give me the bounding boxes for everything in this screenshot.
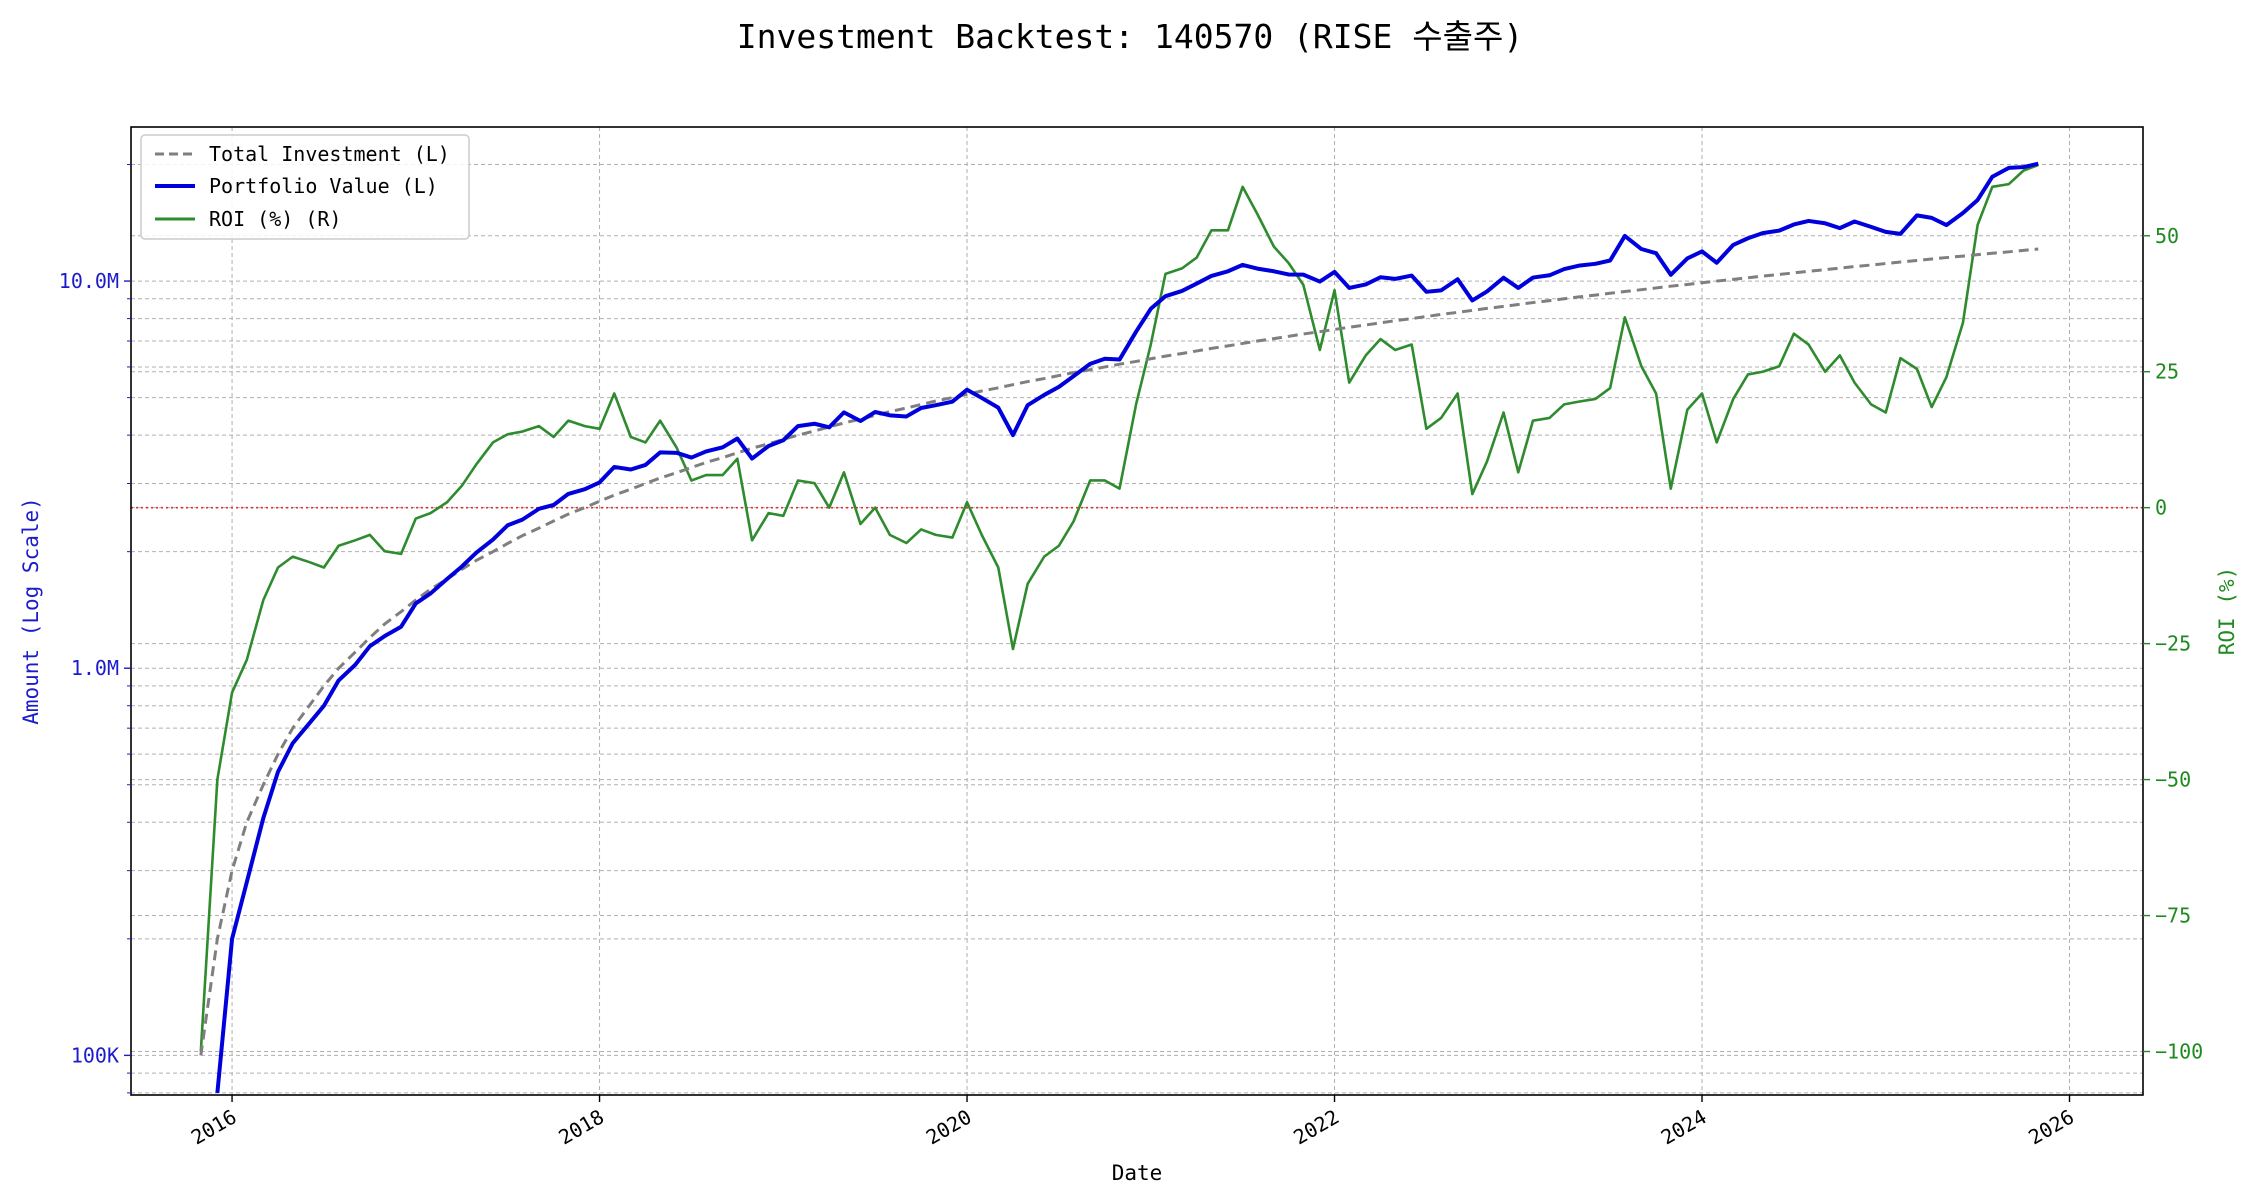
y-right-tick-label: 25 <box>2155 360 2179 384</box>
y-axis-left-label: Amount (Log Scale) <box>19 497 43 725</box>
legend-box <box>140 134 470 240</box>
y-right-tick-label: −50 <box>2155 768 2191 792</box>
plot-area-frame <box>130 126 2144 1096</box>
x-axis-label: Date <box>1112 1161 1163 1185</box>
grid <box>131 127 2143 1095</box>
portfolio-value-line <box>215 161 2039 1094</box>
legend-label-investment: Total Investment (L) <box>209 142 450 166</box>
y-right-tick-label: −100 <box>2155 1039 2203 1063</box>
y-right-tick-label: 0 <box>2155 496 2167 520</box>
y-axis-right-label: ROI (%) <box>2215 567 2239 656</box>
legend: Total Investment (L) Portfolio Value (L)… <box>140 134 470 240</box>
y-right-tick-label: 50 <box>2155 224 2179 248</box>
chart-title: Investment Backtest: 140570 (RISE 수출주) <box>737 17 1523 56</box>
y-right-tick-label: −25 <box>2155 632 2191 656</box>
y-left-tick-label: 10.0M <box>59 269 119 293</box>
y-right-tick-label: −75 <box>2155 904 2191 928</box>
legend-label-roi: ROI (%) (R) <box>209 207 341 231</box>
legend-label-portfolio: Portfolio Value (L) <box>209 174 438 198</box>
y-axis-right: 50 25 0 −25 −50 −75 −100 <box>2143 224 2203 1063</box>
series-lines <box>199 161 2039 1094</box>
y-axis-left: 100K 1.0M 10.0M <box>59 164 131 1094</box>
roi-line <box>199 163 2039 1052</box>
total-investment-line <box>199 247 2039 1056</box>
y-left-tick-label: 1.0M <box>71 656 119 680</box>
y-left-tick-label: 100K <box>71 1043 119 1067</box>
